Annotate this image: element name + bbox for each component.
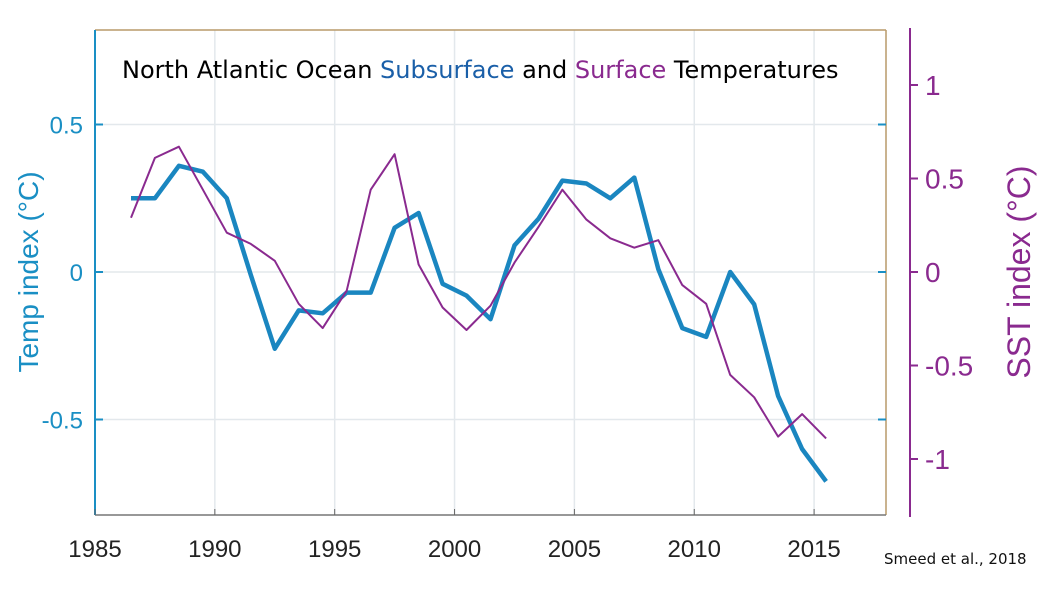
grid — [95, 30, 886, 515]
x-tick-label: 1990 — [188, 536, 241, 563]
y-tick-label-right: -1 — [925, 444, 950, 475]
series-lines — [130, 145, 828, 483]
y-tick-label-right: 0 — [925, 257, 941, 288]
y-tick-label-right: -0.5 — [925, 351, 973, 382]
title-part: Surface — [575, 56, 666, 84]
subsurface-series-line — [131, 163, 828, 483]
y-tick-label-right: 1 — [925, 70, 941, 101]
x-tick-label: 2005 — [548, 536, 601, 563]
y-tick-label-left: 0.5 — [50, 113, 83, 140]
x-tick-label: 2015 — [787, 536, 840, 563]
y-axis-label-right: SST index (°C) — [1001, 165, 1037, 378]
chart-title: North Atlantic Ocean Subsurface and Surf… — [122, 56, 838, 84]
y-axis-label-left: Temp index (°C) — [13, 171, 44, 372]
x-tick-label: 2000 — [428, 536, 481, 563]
title-part: Temperatures — [666, 56, 838, 84]
x-tick-label: 2010 — [668, 536, 721, 563]
title-part: North Atlantic Ocean — [122, 56, 380, 84]
title-part: and — [514, 56, 574, 84]
source-credit: Smeed et al., 2018 — [884, 550, 1027, 568]
y-tick-label-left: -0.5 — [42, 408, 83, 435]
y-tick-label-left: 0 — [70, 260, 83, 287]
x-tick-label: 1995 — [308, 536, 361, 563]
surface-series-line — [130, 145, 827, 440]
ticks: 1985 1990 1995 2000 2005 2010 2015 0.5 0 -0.5 1 0.5… — [42, 70, 974, 563]
y-tick-label-right: 0.5 — [925, 164, 964, 195]
title-part: Subsurface — [380, 56, 514, 84]
x-tick-label: 1985 — [68, 536, 121, 563]
